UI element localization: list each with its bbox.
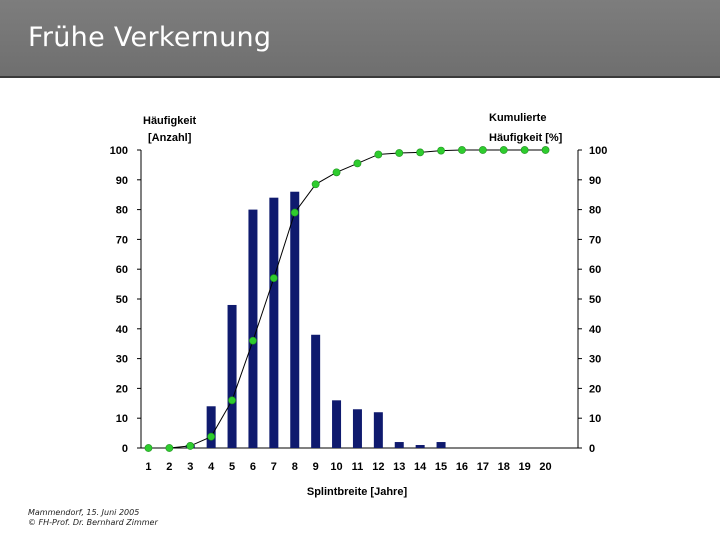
x-tick-label: 15	[435, 461, 447, 473]
x-tick-label: 19	[519, 461, 531, 473]
cumulative-point	[478, 146, 487, 154]
footer-date: Mammendorf, 15. Juni 2005	[28, 508, 140, 517]
cumulative-point	[186, 442, 195, 450]
x-tick-label: 8	[292, 461, 298, 473]
right-axis-title-line1: Kumulierte	[489, 112, 546, 124]
left-tick-label: 10	[116, 413, 128, 425]
x-tick-label: 5	[229, 461, 235, 473]
left-tick-label: 80	[116, 205, 128, 217]
cumulative-line	[148, 149, 546, 449]
left-tick-label: 100	[110, 145, 128, 157]
right-tick-label: 90	[589, 175, 601, 187]
cumulative-point	[395, 149, 404, 157]
x-tick-label: 17	[477, 461, 489, 473]
x-tick-label: 14	[414, 461, 427, 473]
right-tick-label: 10	[589, 413, 601, 425]
cumulative-point	[311, 180, 320, 189]
x-tick-label: 20	[539, 461, 551, 473]
x-tick-label: 18	[498, 461, 510, 473]
right-tick-label: 50	[589, 294, 601, 306]
x-tick-label: 16	[456, 461, 468, 473]
right-axis-title-line2: Häufigkeit [%]	[489, 132, 563, 144]
cumulative-point	[165, 444, 174, 452]
left-tick-label: 50	[116, 294, 128, 306]
frequency-bar	[352, 409, 362, 448]
frequency-bar	[290, 191, 300, 448]
cumulative-point	[520, 146, 529, 154]
x-tick-label: 12	[372, 461, 384, 473]
frequency-bar	[436, 442, 446, 448]
left-tick-label: 70	[116, 234, 128, 246]
x-tick-label: 1	[145, 461, 151, 473]
frequency-bar	[394, 442, 404, 448]
left-tick-label: 60	[116, 264, 128, 276]
x-tick-label: 7	[271, 461, 277, 473]
left-tick-label: 20	[116, 383, 128, 395]
cumulative-point	[416, 148, 425, 157]
frequency-bar	[227, 304, 237, 448]
left-axis-title-line1: Häufigkeit	[143, 115, 197, 127]
left-axis-title-line2: [Anzahl]	[148, 132, 192, 144]
cumulative-point	[458, 146, 466, 154]
cumulative-point	[353, 159, 362, 168]
cumulative-point	[290, 208, 299, 217]
frequency-bar	[269, 197, 279, 448]
footer: Mammendorf, 15. Juni 2005 © FH-Prof. Dr.…	[28, 508, 158, 528]
title-bar: Frühe Verkernung	[0, 0, 720, 78]
x-tick-label: 10	[330, 461, 342, 473]
left-tick-label: 40	[116, 324, 128, 336]
left-tick-label: 0	[122, 443, 128, 455]
right-tick-label: 100	[589, 145, 607, 157]
x-tick-label: 3	[187, 461, 193, 473]
x-tick-label: 11	[352, 461, 364, 473]
right-tick-label: 40	[589, 324, 601, 336]
frequency-bar	[206, 406, 216, 448]
frequency-bar	[311, 334, 321, 448]
x-tick-label: 2	[166, 461, 172, 473]
frequency-bar	[415, 445, 425, 448]
right-tick-label: 30	[589, 354, 601, 366]
left-tick-label: 30	[116, 354, 128, 366]
right-tick-label: 60	[589, 264, 601, 276]
x-axis-title: Splintbreite [Jahre]	[307, 486, 408, 498]
slide-title: Frühe Verkernung	[28, 22, 272, 53]
cumulative-point	[249, 336, 257, 345]
left-tick-label: 90	[116, 175, 128, 187]
cumulative-point	[541, 146, 550, 154]
right-tick-label: 80	[589, 205, 601, 217]
cumulative-point	[374, 150, 383, 159]
right-tick-label: 70	[589, 234, 601, 246]
right-tick-label: 0	[589, 443, 595, 455]
cumulative-point	[269, 274, 278, 283]
cumulative-point	[228, 396, 236, 405]
x-tick-label: 13	[393, 461, 405, 473]
cumulative-point	[499, 146, 508, 154]
footer-author: © FH-Prof. Dr. Bernhard Zimmer	[28, 518, 158, 527]
x-tick-label: 9	[313, 461, 319, 473]
x-tick-label: 4	[208, 461, 215, 473]
right-tick-label: 20	[589, 383, 601, 395]
cumulative-point	[207, 432, 216, 441]
frequency-bar	[248, 209, 258, 448]
cumulative-point	[437, 146, 445, 155]
cumulative-point	[332, 168, 341, 177]
frequency-bar	[373, 412, 383, 448]
cumulative-point	[144, 444, 153, 452]
frequency-bar	[332, 400, 342, 448]
x-tick-label: 6	[250, 461, 256, 473]
